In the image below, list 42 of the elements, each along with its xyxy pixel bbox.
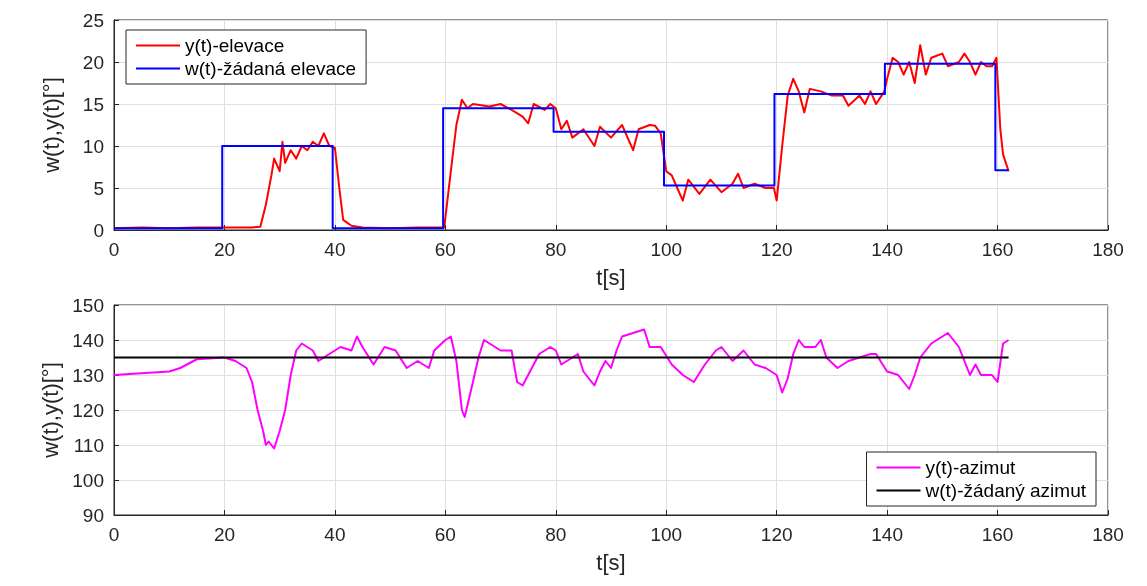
x-tick-label: 120	[760, 524, 793, 545]
y-tick-label: 15	[82, 93, 104, 115]
line-series	[113, 328, 1010, 450]
x-tick-label: 100	[650, 524, 683, 545]
x-tick-label: 120	[760, 239, 793, 260]
x-tick-label: 20	[213, 524, 236, 545]
y-tick-label: 140	[72, 329, 104, 351]
x-tick-label: 140	[871, 524, 903, 545]
x-tick-label: 160	[981, 239, 1014, 260]
x-tick-label: 80	[545, 239, 567, 260]
x-tick-label: 140	[871, 239, 903, 260]
y-tick-label: 150	[72, 294, 104, 316]
legend-label: y(t)-elevace	[185, 35, 285, 56]
y-axis-title: w(t),y(t)[°]	[38, 77, 64, 174]
x-tick-label: 0	[108, 239, 120, 260]
y-tick-label: 0	[93, 219, 104, 241]
y-tick-label: 100	[72, 469, 104, 491]
x-axis-title: t[s]	[596, 264, 626, 290]
legend-label: w(t)-žádaná elevace	[184, 58, 357, 79]
y-tick-label: 110	[73, 434, 104, 456]
y-tick-label: 10	[82, 135, 104, 157]
legend-label: w(t)-žádaný azimut	[924, 480, 1087, 501]
x-tick-label: 80	[545, 524, 567, 545]
x-tick-label: 160	[981, 524, 1014, 545]
x-tick-label: 100	[650, 239, 683, 260]
x-tick-label: 40	[324, 239, 346, 260]
x-tick-label: 180	[1092, 239, 1124, 260]
y-tick-label: 5	[93, 177, 104, 199]
y-tick-label: 25	[82, 9, 104, 31]
y-tick-label: 20	[82, 51, 104, 73]
y-axis-title: w(t),y(t)[°]	[37, 362, 63, 459]
x-axis-title: t[s]	[596, 549, 626, 575]
x-tick-label: 180	[1092, 524, 1124, 545]
y-tick-label: 130	[72, 364, 104, 386]
x-tick-label: 0	[108, 524, 120, 545]
y-tick-label: 120	[72, 399, 104, 421]
x-tick-label: 20	[213, 239, 236, 260]
x-tick-label: 40	[324, 524, 346, 545]
x-tick-label: 60	[434, 524, 456, 545]
y-tick-label: 90	[82, 504, 104, 526]
x-tick-label: 60	[434, 239, 456, 260]
legend-label: y(t)-azimut	[925, 457, 1016, 478]
